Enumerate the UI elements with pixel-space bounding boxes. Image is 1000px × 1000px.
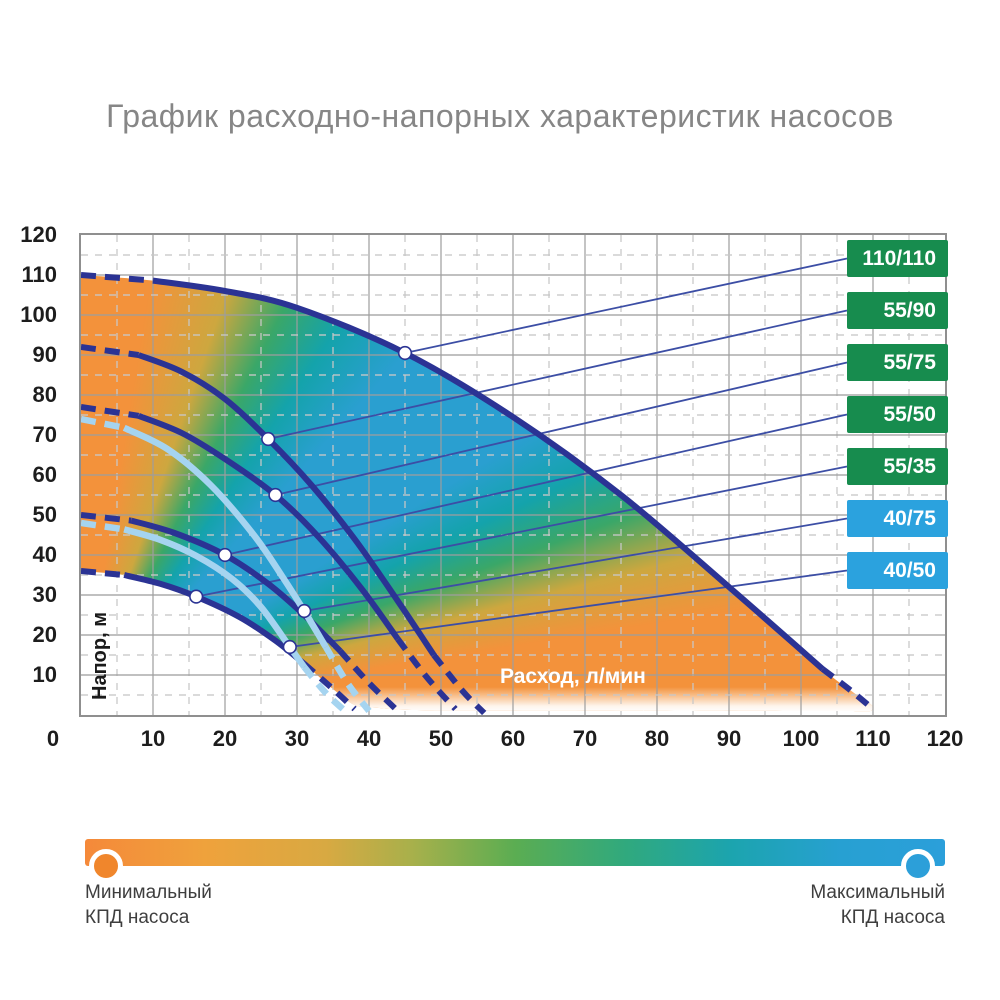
x-tick-label: 0 <box>46 726 60 751</box>
pump-badge-40/75: 40/75 <box>847 500 948 537</box>
pump-badge-55/90: 55/90 <box>847 292 948 329</box>
max-efficiency-label: Максимальный КПД насоса <box>810 880 945 930</box>
pump-badge-55/50: 55/50 <box>847 396 948 433</box>
y-tick-label: 100 <box>20 302 57 327</box>
grid <box>81 235 945 715</box>
pump-curve-55/90 <box>81 344 140 358</box>
x-tick-label: 100 <box>782 726 820 751</box>
x-tick-label: 80 <box>644 726 670 751</box>
pump-curve-55/75 <box>137 413 401 641</box>
max-efficiency-line1: Максимальный <box>810 882 945 903</box>
y-tick-label: 110 <box>21 262 58 287</box>
x-tick-label: 60 <box>500 726 526 751</box>
pump-badge-110/110: 110/110 <box>847 240 948 277</box>
max-efficiency-line2: КПД насоса <box>840 907 945 928</box>
curve-marker <box>261 431 276 447</box>
pump-curve-55/35 <box>81 568 125 578</box>
pump-badge-55/35: 55/35 <box>847 448 948 485</box>
pump-curve-55/90 <box>137 352 437 657</box>
x-tick-label: 120 <box>926 726 964 751</box>
callout-line <box>268 309 848 440</box>
curve-marker <box>297 603 312 619</box>
plot-area: Напор, м Расход, л/мин <box>79 233 947 717</box>
pump-badge-55/75: 55/75 <box>847 344 948 381</box>
pump-curve-110/110 <box>152 277 825 672</box>
pump-curve-55/50 <box>81 512 132 524</box>
pump-curve-55/90 <box>431 653 487 715</box>
pump-curve-55/35 <box>302 661 357 712</box>
pump-curve-40/50 <box>81 519 125 533</box>
min-efficiency-line2: КПД насоса <box>85 907 190 928</box>
curve-marker <box>189 589 204 604</box>
x-tick-label: 10 <box>140 726 166 751</box>
x-tick-label: 20 <box>212 726 238 751</box>
pump-badge-40/50: 40/50 <box>847 552 948 589</box>
x-tick-label: 70 <box>572 726 598 751</box>
pump-curve-55/75 <box>395 637 458 712</box>
curve-marker <box>268 487 283 503</box>
y-tick-label: 20 <box>32 622 57 647</box>
x-axis-title: Расход, л/мин <box>500 665 646 688</box>
x-tick-label: 30 <box>284 726 310 751</box>
callout-line <box>275 361 848 496</box>
curve-markers <box>189 345 413 655</box>
callout-line <box>196 465 848 598</box>
pump-curve-55/50 <box>337 648 400 714</box>
x-tick-label: 40 <box>356 726 382 751</box>
curve-marker <box>397 345 413 361</box>
x-tick-label: 50 <box>428 726 454 751</box>
y-axis-title: Напор, м <box>89 612 111 700</box>
callout-line <box>289 569 848 648</box>
x-tick-label: 110 <box>855 726 891 751</box>
pump-curve-110/110 <box>81 272 154 284</box>
max-efficiency-dot <box>901 849 935 883</box>
page-title: График расходно-напорных характеристик н… <box>106 98 894 134</box>
pump-curve-40/75 <box>323 645 372 713</box>
pump-curve-40/75 <box>81 415 125 431</box>
min-efficiency-dot <box>89 849 123 883</box>
min-efficiency-label: Минимальный КПД насоса <box>85 880 212 930</box>
chart-canvas <box>81 235 945 715</box>
curve-marker <box>282 639 297 655</box>
pump-curve-55/35 <box>123 572 307 667</box>
y-tick-label: 30 <box>32 582 57 607</box>
y-tick-label: 80 <box>32 382 57 407</box>
callout-line <box>304 517 848 612</box>
pump-curve-40/50 <box>301 664 350 715</box>
y-tick-label: 50 <box>32 502 57 527</box>
y-tick-label: 60 <box>32 462 57 487</box>
min-efficiency-line1: Минимальный <box>85 882 212 903</box>
callout-line <box>404 257 848 354</box>
callout-line <box>224 413 848 556</box>
pump-curve-55/75 <box>81 404 140 419</box>
curve-marker <box>217 547 233 563</box>
y-tick-label: 120 <box>20 222 57 247</box>
pump-curve-110/110 <box>820 666 875 712</box>
y-tick-label: 90 <box>32 342 57 367</box>
y-tick-label: 40 <box>32 542 57 567</box>
y-tick-label: 10 <box>32 662 57 687</box>
x-tick-label: 90 <box>716 726 742 751</box>
efficiency-gradient-bar <box>85 839 945 866</box>
y-tick-label: 70 <box>32 422 57 447</box>
